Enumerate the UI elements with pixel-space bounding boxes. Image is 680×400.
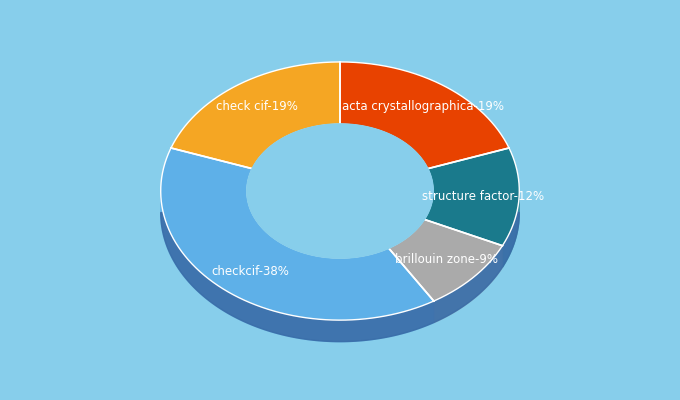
Text: checkcif-38%: checkcif-38%	[211, 265, 289, 278]
Polygon shape	[160, 148, 434, 320]
Polygon shape	[503, 192, 520, 267]
Polygon shape	[389, 220, 503, 301]
Text: check cif-19%: check cif-19%	[216, 100, 299, 114]
Text: structure factor-12%: structure factor-12%	[422, 190, 544, 202]
Polygon shape	[247, 124, 433, 258]
Polygon shape	[160, 212, 520, 342]
Polygon shape	[424, 191, 433, 241]
Text: brillouin zone-9%: brillouin zone-9%	[395, 253, 498, 266]
Polygon shape	[424, 148, 520, 246]
Polygon shape	[389, 220, 424, 270]
Polygon shape	[160, 192, 434, 342]
Text: acta crystallographica-19%: acta crystallographica-19%	[341, 100, 504, 114]
Polygon shape	[340, 62, 509, 169]
Polygon shape	[247, 192, 389, 280]
Polygon shape	[171, 62, 340, 169]
Polygon shape	[434, 246, 503, 322]
